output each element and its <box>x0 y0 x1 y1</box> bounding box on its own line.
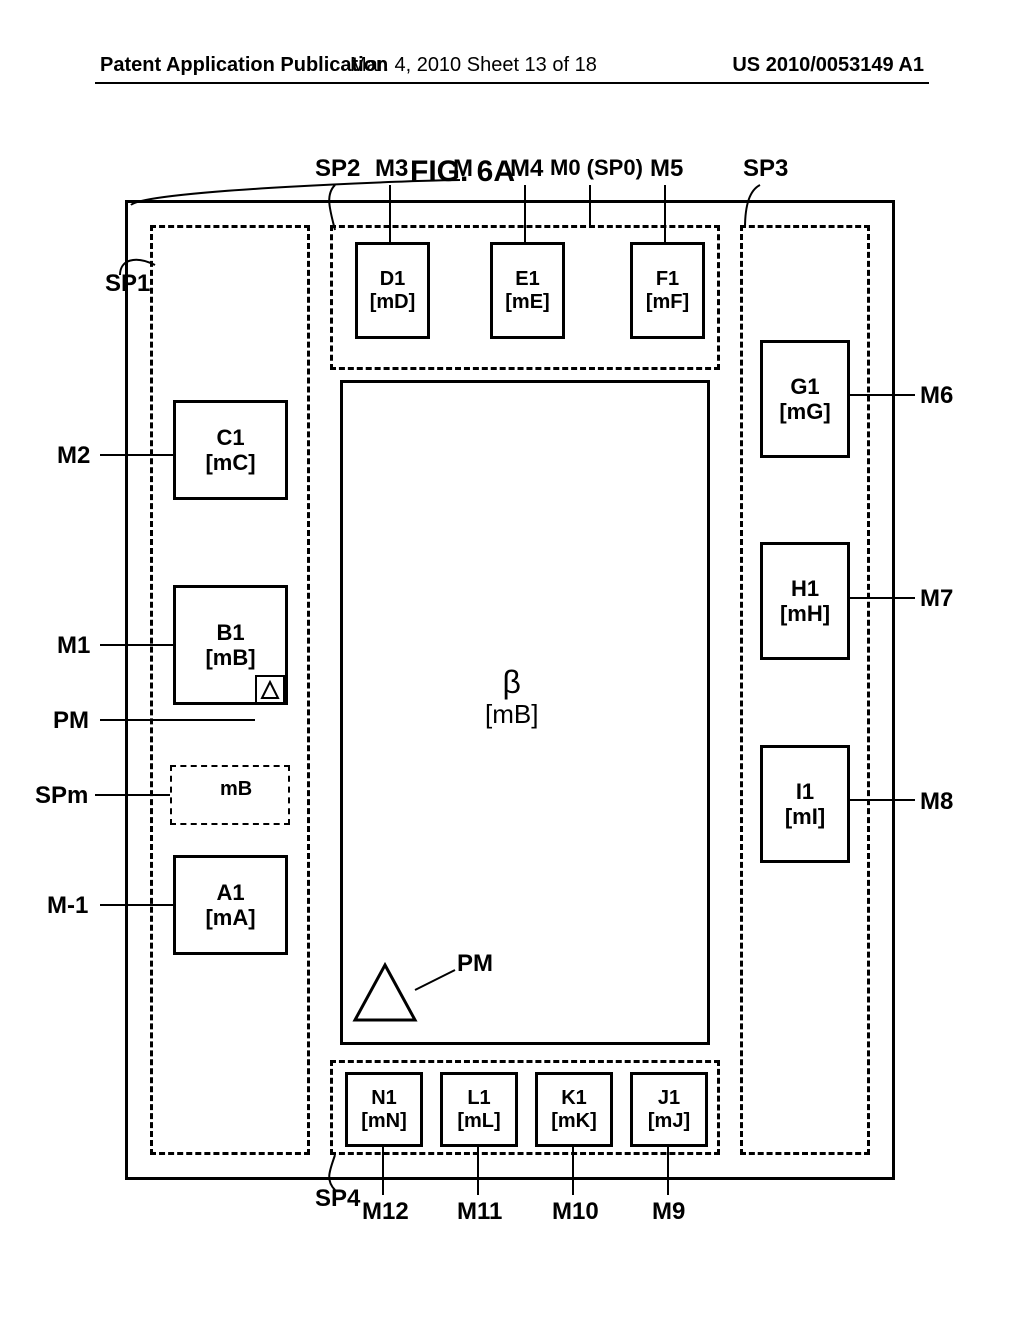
header-rule <box>95 82 929 84</box>
label-m10: M10 <box>552 1198 599 1226</box>
label-spm: SPm <box>35 782 88 810</box>
label-m2: M2 <box>57 442 90 470</box>
label-pm1: PM <box>53 707 89 735</box>
diagram: C1 [mC] B1 [mB] A1 [mA] D1 [mD] E1 [mE] … <box>125 200 895 1180</box>
leaders <box>125 200 895 1200</box>
label-m6: M6 <box>920 382 953 410</box>
label-m: M <box>453 155 473 183</box>
label-m12: M12 <box>362 1198 409 1226</box>
label-sp1: SP1 <box>105 270 150 298</box>
label-m8: M8 <box>920 788 953 816</box>
label-m5: M5 <box>650 155 683 183</box>
label-m-1: M-1 <box>47 892 88 920</box>
label-sp2: SP2 <box>315 155 360 183</box>
header-center: Mar. 4, 2010 Sheet 13 of 18 <box>350 54 597 77</box>
label-m0: M0 (SP0) <box>550 155 643 181</box>
header-left: Patent Application Publication <box>100 54 388 77</box>
label-m3: M3 <box>375 155 408 183</box>
label-sp4: SP4 <box>315 1185 360 1213</box>
label-m1: M1 <box>57 632 90 660</box>
label-m4: M4 <box>510 155 543 183</box>
label-m9: M9 <box>652 1198 685 1226</box>
page: Patent Application Publication Mar. 4, 2… <box>0 0 1024 1320</box>
label-m7: M7 <box>920 585 953 613</box>
header-right: US 2010/0053149 A1 <box>732 54 924 77</box>
label-pm2: PM <box>457 950 493 978</box>
label-sp3: SP3 <box>743 155 788 183</box>
label-m11: M11 <box>457 1198 502 1226</box>
